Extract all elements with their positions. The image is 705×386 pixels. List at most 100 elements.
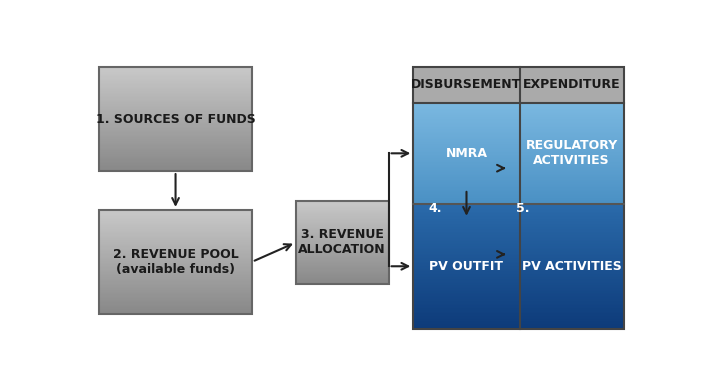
Bar — [413, 269, 624, 271]
Text: REGULATORY
ACTIVITIES: REGULATORY ACTIVITIES — [525, 139, 618, 167]
Bar — [99, 293, 252, 294]
Bar — [296, 211, 388, 212]
Bar — [413, 244, 624, 246]
Bar — [413, 243, 624, 244]
Bar — [99, 310, 252, 311]
Bar — [99, 114, 252, 115]
Bar — [413, 252, 624, 254]
Bar — [99, 158, 252, 159]
Bar — [413, 207, 624, 208]
Bar — [99, 93, 252, 95]
Bar — [99, 268, 252, 269]
Bar — [99, 227, 252, 228]
Bar — [99, 271, 252, 272]
Bar — [99, 283, 252, 284]
Bar — [99, 89, 252, 91]
Bar — [296, 277, 388, 278]
Bar — [413, 67, 624, 103]
Bar — [99, 284, 252, 285]
Bar — [413, 293, 624, 295]
Bar — [99, 253, 252, 254]
Bar — [413, 129, 624, 130]
Bar — [413, 177, 624, 179]
Bar — [296, 201, 388, 284]
Bar — [99, 67, 252, 68]
Bar — [413, 230, 624, 232]
Bar — [413, 283, 624, 285]
Bar — [99, 296, 252, 297]
Bar — [296, 250, 388, 251]
Bar — [413, 290, 624, 291]
Bar — [99, 97, 252, 98]
Bar — [296, 227, 388, 228]
Bar — [99, 298, 252, 300]
Bar — [296, 257, 388, 258]
Bar — [99, 120, 252, 122]
Bar — [99, 117, 252, 118]
Bar — [296, 215, 388, 217]
Bar — [296, 272, 388, 273]
Bar — [99, 140, 252, 141]
Bar — [99, 70, 252, 71]
Bar — [99, 76, 252, 78]
Bar — [99, 244, 252, 245]
Bar — [413, 246, 624, 247]
Bar — [99, 135, 252, 136]
Bar — [413, 152, 624, 153]
Bar — [99, 127, 252, 128]
Bar — [99, 220, 252, 222]
Bar — [99, 85, 252, 86]
Bar — [99, 131, 252, 132]
Bar — [413, 120, 624, 122]
Bar — [413, 259, 624, 260]
Bar — [296, 207, 388, 208]
Bar — [413, 251, 624, 252]
Bar — [99, 223, 252, 224]
Bar — [99, 115, 252, 117]
Bar — [296, 234, 388, 235]
Bar — [413, 196, 624, 198]
Bar — [413, 256, 624, 257]
Bar — [296, 206, 388, 207]
Bar — [99, 105, 252, 106]
Bar — [99, 288, 252, 289]
Bar — [296, 275, 388, 276]
Bar — [99, 130, 252, 131]
Bar — [413, 128, 624, 129]
Bar — [99, 246, 252, 247]
Bar — [99, 224, 252, 225]
Bar — [413, 157, 624, 158]
Text: NMRA: NMRA — [446, 147, 487, 160]
Bar — [413, 295, 624, 296]
Bar — [99, 210, 252, 211]
Bar — [99, 134, 252, 135]
Bar — [413, 322, 624, 324]
Bar — [99, 216, 252, 218]
Bar — [296, 240, 388, 242]
Bar — [99, 229, 252, 230]
Bar — [413, 160, 624, 161]
Bar — [296, 263, 388, 264]
Bar — [99, 78, 252, 79]
Bar — [413, 154, 624, 156]
Bar — [413, 234, 624, 235]
Bar — [99, 311, 252, 313]
Bar — [413, 184, 624, 185]
Bar — [99, 136, 252, 137]
Bar — [413, 130, 624, 132]
Bar — [413, 220, 624, 221]
Bar — [99, 74, 252, 75]
Text: 2. REVENUE POOL
(available funds): 2. REVENUE POOL (available funds) — [113, 248, 238, 276]
Bar — [99, 72, 252, 74]
Bar — [413, 265, 624, 266]
Bar — [413, 138, 624, 139]
Bar — [413, 67, 624, 329]
Bar — [99, 274, 252, 275]
Bar — [296, 202, 388, 203]
Bar — [413, 134, 624, 135]
Bar — [413, 141, 624, 142]
Bar — [99, 264, 252, 266]
Bar — [413, 218, 624, 220]
Bar — [296, 264, 388, 265]
Bar — [296, 273, 388, 274]
